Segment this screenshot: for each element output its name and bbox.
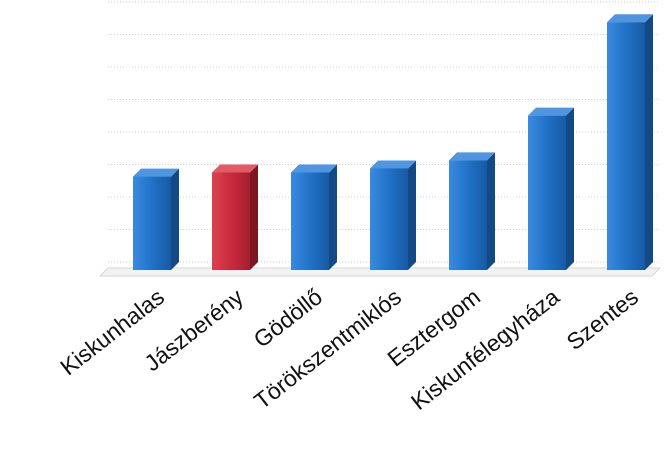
bar-front [370,168,408,270]
bar-side [329,164,337,270]
bar-side [645,14,653,270]
bar-side [408,160,416,270]
bar-top [133,168,179,177]
bar-front [291,172,329,270]
category-label-szentes: Szentes [562,283,643,355]
bar-5 [449,152,495,270]
bar-4 [370,160,416,270]
bar-side [566,107,574,270]
category-labels: Kiskunhalas Jászberény Gödöllő Törökszen… [55,283,643,415]
bar-side [171,168,179,270]
bar-6 [528,107,574,270]
bars [133,14,653,270]
category-label-kiskunfelegyhaza: Kiskunfélegyháza [406,283,564,415]
bar-front [607,22,645,270]
bar-front [528,115,566,270]
bar-top [212,164,258,173]
bar-1 [133,168,179,270]
bar-2 [212,164,258,270]
bar-top [607,14,653,23]
bar-side [250,164,258,270]
bar-3 [291,164,337,270]
bar-top [370,160,416,169]
bar-7 [607,14,653,270]
category-label-torokszentmiklos: Törökszentmiklós [249,283,406,414]
bar-top [528,107,574,116]
bar-front [449,160,487,270]
bar-front [133,176,171,270]
bar-side [487,152,495,270]
bar-top [291,164,337,173]
bar-top [449,152,495,161]
bar-front [212,172,250,270]
